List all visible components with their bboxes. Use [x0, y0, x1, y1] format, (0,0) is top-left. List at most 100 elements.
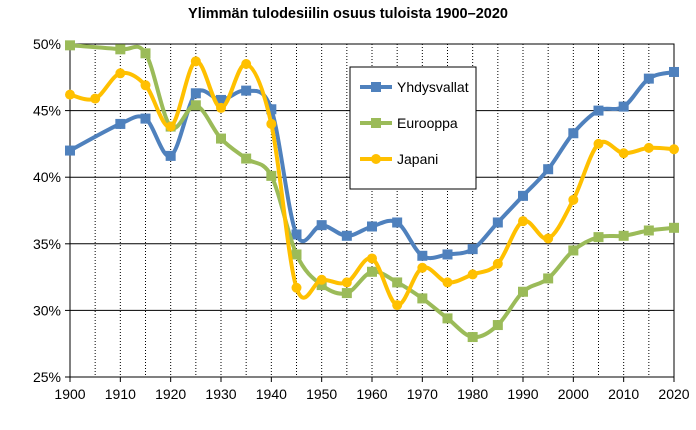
- data-point-yhdysvallat: [467, 244, 478, 255]
- x-tick-label: 2000: [558, 386, 589, 402]
- data-point-japani: [266, 118, 277, 129]
- legend-item-eurooppa: Eurooppa: [360, 115, 458, 131]
- data-point-eurooppa: [568, 245, 579, 256]
- data-point-japani: [190, 56, 201, 67]
- data-point-japani: [90, 93, 101, 104]
- data-point-japani: [543, 233, 554, 244]
- data-point-yhdysvallat: [140, 113, 151, 124]
- legend-item-japani: Japani: [360, 151, 438, 167]
- y-tick-label: 30%: [33, 302, 61, 318]
- y-tick-label: 35%: [33, 236, 61, 252]
- data-point-eurooppa: [643, 225, 654, 236]
- legend-swatch-marker: [371, 154, 381, 164]
- y-tick-label: 50%: [33, 36, 61, 52]
- data-point-eurooppa: [467, 332, 478, 343]
- data-point-eurooppa: [518, 286, 528, 297]
- data-point-yhdysvallat: [643, 73, 654, 84]
- data-point-japani: [417, 262, 428, 273]
- data-point-yhdysvallat: [568, 128, 579, 139]
- data-point-eurooppa: [392, 277, 403, 288]
- x-tick-label: 1910: [105, 386, 136, 402]
- data-point-eurooppa: [241, 153, 252, 164]
- legend-swatch-marker: [371, 118, 381, 128]
- y-tick-label: 25%: [33, 369, 61, 385]
- data-point-japani: [593, 138, 604, 149]
- x-tick-label: 1960: [356, 386, 387, 402]
- data-point-japani: [568, 194, 579, 205]
- data-point-eurooppa: [316, 280, 327, 291]
- chart-title: Ylimmän tulodesiilin osuus tuloista 1900…: [188, 6, 508, 22]
- data-point-eurooppa: [140, 48, 151, 59]
- data-point-eurooppa: [266, 170, 277, 181]
- data-point-yhdysvallat: [165, 150, 176, 161]
- data-point-yhdysvallat: [367, 221, 377, 232]
- data-point-japani: [392, 300, 403, 311]
- data-point-japani: [442, 277, 453, 288]
- data-point-eurooppa: [115, 44, 126, 55]
- series-lines: [65, 40, 679, 343]
- x-tick-label: 2020: [658, 386, 689, 402]
- data-point-japani: [367, 253, 377, 264]
- y-axis-ticks: 25% 30% 35% 40% 45% 50%: [33, 36, 70, 385]
- data-point-yhdysvallat: [543, 164, 554, 175]
- data-point-eurooppa: [593, 232, 604, 243]
- legend: Yhdysvallat Eurooppa Japani: [349, 66, 477, 190]
- data-point-eurooppa: [417, 293, 428, 304]
- series-yhdysvallat: [65, 66, 679, 261]
- x-tick-label: 1980: [457, 386, 488, 402]
- data-point-japani: [115, 68, 126, 79]
- data-point-yhdysvallat: [190, 88, 201, 99]
- data-point-eurooppa: [65, 40, 75, 51]
- data-point-eurooppa: [543, 273, 554, 284]
- data-point-eurooppa: [367, 266, 377, 277]
- data-point-eurooppa: [216, 133, 226, 144]
- data-point-yhdysvallat: [241, 85, 252, 96]
- data-point-yhdysvallat: [593, 105, 604, 116]
- data-point-yhdysvallat: [266, 104, 277, 115]
- data-point-eurooppa: [341, 288, 352, 299]
- data-point-yhdysvallat: [518, 190, 528, 201]
- data-point-eurooppa: [669, 222, 679, 233]
- data-point-yhdysvallat: [669, 66, 679, 77]
- x-tick-label: 1970: [407, 386, 438, 402]
- legend-label: Yhdysvallat: [397, 79, 469, 95]
- x-tick-label: 1920: [155, 386, 186, 402]
- data-point-yhdysvallat: [392, 217, 403, 228]
- data-point-yhdysvallat: [216, 94, 226, 105]
- data-point-japani: [341, 277, 352, 288]
- data-point-japani: [65, 89, 75, 100]
- x-tick-label: 1930: [205, 386, 236, 402]
- data-point-japani: [316, 274, 327, 285]
- data-point-japani: [669, 144, 679, 155]
- legend-label: Japani: [397, 151, 438, 167]
- data-point-japani: [140, 80, 151, 91]
- x-tick-label: 1950: [306, 386, 337, 402]
- data-point-yhdysvallat: [291, 229, 302, 240]
- y-tick-label: 40%: [33, 169, 61, 185]
- legend-label: Eurooppa: [397, 115, 458, 131]
- x-tick-label: 1900: [54, 386, 85, 402]
- data-point-japani: [467, 269, 478, 280]
- data-point-eurooppa: [492, 320, 503, 331]
- data-point-eurooppa: [618, 230, 629, 241]
- x-tick-label: 1940: [256, 386, 287, 402]
- y-tick-label: 45%: [33, 103, 61, 119]
- data-point-yhdysvallat: [442, 249, 453, 260]
- data-point-japani: [492, 258, 503, 269]
- data-point-japani: [618, 148, 629, 159]
- data-point-yhdysvallat: [492, 217, 503, 228]
- data-point-yhdysvallat: [618, 101, 629, 112]
- data-point-eurooppa: [291, 249, 302, 260]
- data-point-yhdysvallat: [417, 250, 428, 261]
- data-point-yhdysvallat: [316, 220, 327, 231]
- data-point-japani: [241, 58, 252, 69]
- data-point-japani: [518, 216, 528, 227]
- data-point-japani: [643, 142, 654, 153]
- x-axis-ticks: 1900 1910 1920 1930 1940 1950 1960 1970 1980 1990…: [54, 377, 690, 402]
- legend-swatch-marker: [371, 82, 381, 92]
- legend-item-yhdysvallat: Yhdysvallat: [360, 79, 469, 95]
- x-tick-label: 1990: [507, 386, 538, 402]
- series-japani: [65, 56, 679, 311]
- data-point-eurooppa: [442, 313, 453, 324]
